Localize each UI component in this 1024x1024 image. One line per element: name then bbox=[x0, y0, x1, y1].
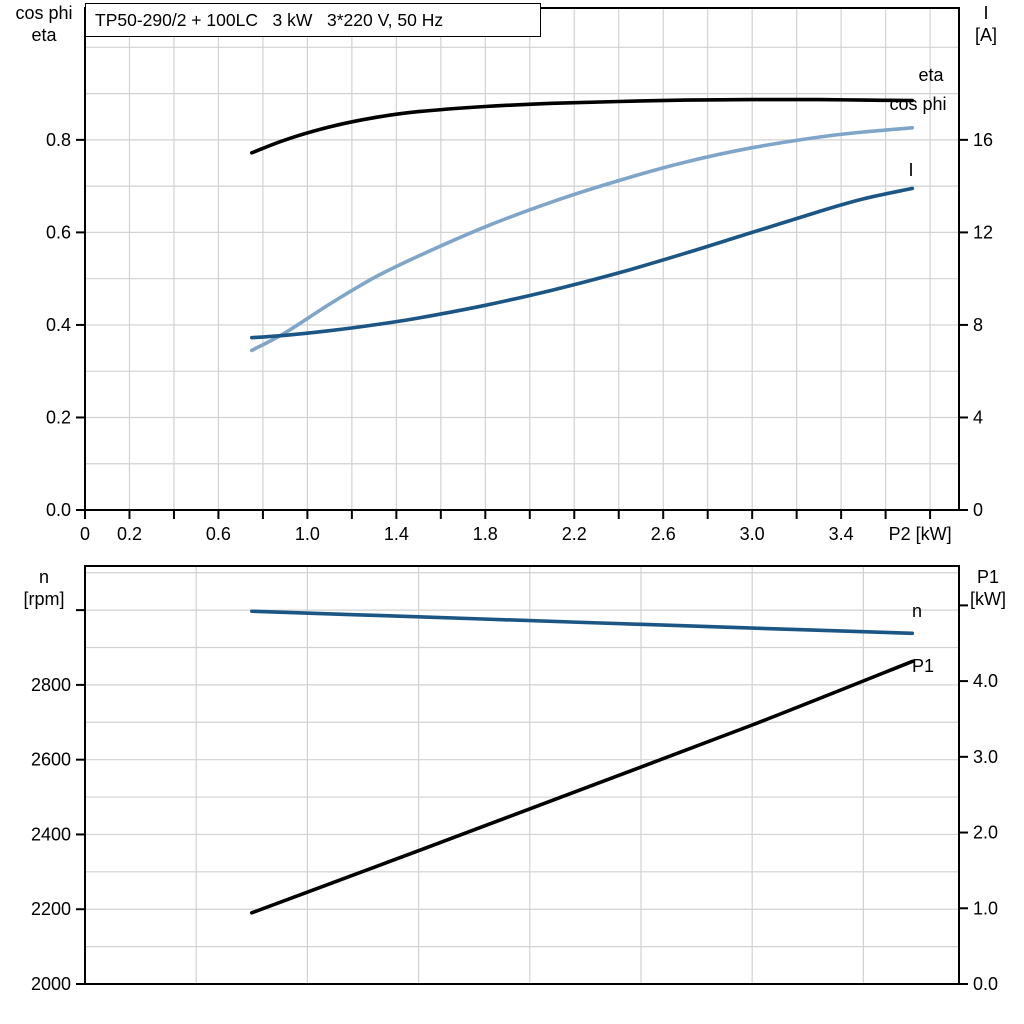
plot-border bbox=[84, 7, 960, 511]
plot-border bbox=[84, 565, 960, 985]
chart-title-box: TP50-290/2 + 100LC 3 kW 3*220 V, 50 Hz bbox=[85, 3, 541, 37]
top-left-axis-label: cos phi eta bbox=[6, 2, 82, 46]
bottom-right-axis-label: P1 [kW] bbox=[955, 566, 1021, 610]
y-left-tick-label: 2000 bbox=[31, 974, 71, 994]
x-tick-label: 3.0 bbox=[740, 524, 765, 544]
y-left-tick-label: 0.6 bbox=[46, 222, 71, 242]
y-right-tick-label: 2.0 bbox=[973, 823, 998, 843]
series-curve-cos-phi bbox=[249, 126, 915, 353]
axis-label-speed: n bbox=[38, 567, 49, 587]
axis-label-p1: P1 bbox=[976, 567, 1000, 587]
bottom-left-axis-label: n [rpm] bbox=[6, 566, 82, 610]
x-tick-label: 2.6 bbox=[651, 524, 676, 544]
chart-title: TP50-290/2 + 100LC 3 kW 3*220 V, 50 Hz bbox=[95, 9, 444, 30]
y-right-tick-label: 1.0 bbox=[973, 898, 998, 918]
curve-label-eta: eta bbox=[918, 65, 944, 85]
series-curve-speed bbox=[249, 609, 915, 636]
y-left-tick-label: 0.2 bbox=[46, 407, 71, 427]
top-right-axis-label: I [A] bbox=[953, 2, 1019, 46]
x-tick-label: 1.4 bbox=[384, 524, 409, 544]
axis-label-cos-phi: cos phi bbox=[15, 3, 73, 23]
y-right-tick-label: 3.0 bbox=[973, 747, 998, 767]
y-right-tick-label: 4 bbox=[973, 407, 983, 427]
y-left-tick-label: 2600 bbox=[31, 750, 71, 770]
series-curve-p1 bbox=[249, 659, 915, 915]
axis-label-ampere-unit: [A] bbox=[974, 25, 997, 45]
y-right-tick-label: 16 bbox=[973, 130, 993, 150]
x-tick-label: 0 bbox=[80, 524, 90, 544]
y-left-tick-label: 0.0 bbox=[46, 500, 71, 520]
y-left-tick-label: 0.8 bbox=[46, 130, 71, 150]
curve-label-cos-phi: cos phi bbox=[889, 94, 946, 114]
x-axis-unit-label: P2 [kW] bbox=[889, 524, 952, 544]
series-curve-eta bbox=[249, 97, 915, 155]
curve-label-current: I bbox=[908, 160, 913, 180]
y-right-tick-label: 12 bbox=[973, 222, 993, 242]
axis-label-kw-unit: [kW] bbox=[970, 589, 1006, 609]
axis-label-rpm-unit: [rpm] bbox=[23, 589, 65, 609]
x-tick-label: 0.2 bbox=[117, 524, 142, 544]
x-tick-label: 3.4 bbox=[829, 524, 854, 544]
y-left-tick-label: 0.4 bbox=[46, 315, 71, 335]
x-tick-label: 1.8 bbox=[473, 524, 498, 544]
y-left-tick-label: 2800 bbox=[31, 675, 71, 695]
y-left-tick-label: 2200 bbox=[31, 899, 71, 919]
y-right-tick-label: 0.0 bbox=[973, 974, 998, 994]
y-right-tick-label: 8 bbox=[973, 315, 983, 335]
x-tick-label: 2.2 bbox=[562, 524, 587, 544]
series-curve-current bbox=[249, 186, 915, 340]
axis-label-eta: eta bbox=[31, 25, 57, 45]
x-tick-label: 1.0 bbox=[295, 524, 320, 544]
curve-label-p1: P1 bbox=[912, 656, 934, 676]
y-right-tick-label: 0 bbox=[973, 500, 983, 520]
curve-label-speed: n bbox=[912, 601, 922, 621]
y-right-tick-label: 4.0 bbox=[973, 671, 998, 691]
x-tick-label: 0.6 bbox=[206, 524, 231, 544]
axis-label-current: I bbox=[983, 3, 989, 23]
y-left-tick-label: 2400 bbox=[31, 824, 71, 844]
